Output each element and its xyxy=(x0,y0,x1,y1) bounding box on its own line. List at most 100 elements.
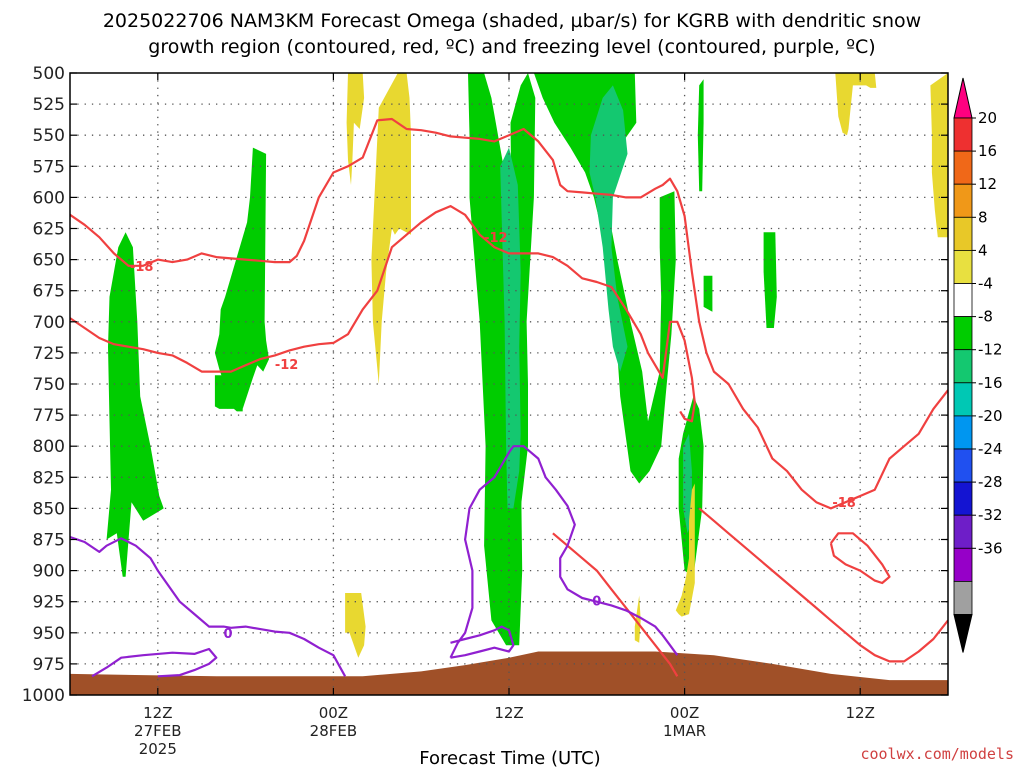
y-tick-label-5: 625 xyxy=(33,220,65,240)
colorbar-bin-7 xyxy=(953,349,973,384)
y-tick-label-6: 650 xyxy=(33,251,65,271)
omega-area-19 xyxy=(930,73,948,238)
colorbar-label-2: 12 xyxy=(978,175,997,193)
terrain-fill xyxy=(70,651,948,695)
colorbar-label-4: 4 xyxy=(978,241,988,259)
chart-title-line-2: growth region (contoured, red, ºC) and f… xyxy=(148,36,875,58)
colorbar-bin-6 xyxy=(953,316,973,351)
y-tick-label-2: 550 xyxy=(33,126,65,146)
colorbar-label-6: -8 xyxy=(978,308,993,326)
x-tick-date-0: 27FEB xyxy=(134,722,181,740)
y-tick-label-3: 575 xyxy=(33,157,65,177)
contour-label-4: 0 xyxy=(224,627,233,642)
colorbar-label-3: 8 xyxy=(978,208,988,226)
x-tick-year-0: 2025 xyxy=(139,740,177,758)
colorbar-bin-13 xyxy=(953,547,973,582)
contour-line-5 xyxy=(70,535,347,677)
axes: 500 525 550 575 600 625 650 675 700 725 750 775 800 8… xyxy=(22,64,949,758)
colorbar-bin-11 xyxy=(953,481,973,516)
y-tick-label-17: 925 xyxy=(33,593,65,613)
omega-area-13 xyxy=(346,73,365,185)
contour-label-5: 0 xyxy=(592,594,601,609)
y-tick-label-19: 975 xyxy=(33,655,65,675)
omega-area-6 xyxy=(697,79,704,192)
y-tick-label-10: 750 xyxy=(33,375,65,395)
contour-line-2 xyxy=(829,532,891,585)
colorbar-bin-10 xyxy=(953,448,973,483)
colorbar-bin-12 xyxy=(953,514,973,549)
omega-area-15 xyxy=(345,593,366,658)
y-tick-label-8: 700 xyxy=(33,313,65,333)
credit-text: coolwx.com/models xyxy=(860,745,1014,763)
omega-area-16 xyxy=(634,595,641,643)
contour-line-8 xyxy=(450,625,515,659)
y-tick-label-11: 775 xyxy=(33,406,65,426)
contour-line-3 xyxy=(552,532,679,677)
y-tick-label-16: 900 xyxy=(33,562,65,582)
omega-area-9 xyxy=(214,375,243,412)
colorbar-label-1: 16 xyxy=(978,142,997,160)
omega-area-12 xyxy=(683,433,692,534)
x-axis-label: Forecast Time (UTC) xyxy=(419,748,600,768)
omega-area-0 xyxy=(106,232,164,577)
contour-line-4 xyxy=(698,507,948,663)
contour-label-0: -18 xyxy=(130,260,154,275)
omega-area-18 xyxy=(835,73,877,136)
y-tick-label-14: 850 xyxy=(33,499,65,519)
x-tick-date-3: 1MAR xyxy=(663,722,706,740)
colorbar-label-7: -12 xyxy=(978,341,1003,359)
plot-clip-group: -18 -12 -12 -18 0 0 xyxy=(70,73,948,695)
colorbar-label-11: -28 xyxy=(978,473,1003,491)
colorbar-label-13: -36 xyxy=(978,539,1003,557)
colorbar-bin-1 xyxy=(953,150,973,185)
colorbar-label-0: 20 xyxy=(978,109,997,127)
contour-label-text-3: -18 xyxy=(832,496,856,511)
colorbar-bin-3 xyxy=(953,216,973,251)
colorbar-bin-4 xyxy=(953,249,973,284)
y-tick-label-20: 1000 xyxy=(22,686,65,706)
contour-line-6 xyxy=(91,647,218,678)
y-tick-label-0: 500 xyxy=(33,64,65,84)
omega-area-8 xyxy=(763,232,777,328)
chart-title-line-1: 2025022706 NAM3KM Forecast Omega (shaded… xyxy=(103,10,921,32)
contour-label-text-2: -12 xyxy=(484,231,508,246)
omega-area-11 xyxy=(589,85,628,372)
colorbar-bin-8 xyxy=(953,382,973,417)
colorbar-bin-14 xyxy=(953,581,973,615)
colorbar-bin-0 xyxy=(953,117,973,152)
y-tick-label-1: 525 xyxy=(33,95,65,115)
x-tick-date-1: 28FEB xyxy=(310,722,357,740)
colorbar-bin-2 xyxy=(953,183,973,218)
contour-label-text-5: 0 xyxy=(592,594,601,609)
omega-area-1 xyxy=(214,147,269,409)
x-tick-label-2: 12Z xyxy=(494,704,523,722)
omega-area-7 xyxy=(703,275,713,312)
contour-label-text-0: -18 xyxy=(130,260,154,275)
x-tick-label-0: 12Z xyxy=(143,704,172,722)
colorbar-bin-5 xyxy=(953,283,973,317)
y-tick-label-4: 600 xyxy=(33,188,65,208)
colorbar: 20 16 12 8 4 -4 -8 -12 -16 -20 -24 -28 -32 -36 xyxy=(953,77,1003,653)
y-tick-label-18: 950 xyxy=(33,624,65,644)
y-tick-label-15: 875 xyxy=(33,531,65,551)
colorbar-label-8: -16 xyxy=(978,374,1003,392)
omega-area-10 xyxy=(500,147,521,509)
x-tick-label-3: 00Z xyxy=(670,704,699,722)
contour-label-text-1: -12 xyxy=(275,358,299,373)
contour-line-7 xyxy=(449,445,679,659)
colorbar-label-10: -24 xyxy=(978,440,1003,458)
contour-label-text-4: 0 xyxy=(224,627,233,642)
contour-line-0 xyxy=(70,205,696,423)
contour-label-2: -12 xyxy=(484,231,508,246)
y-tick-label-7: 675 xyxy=(33,282,65,302)
y-tick-label-13: 825 xyxy=(33,468,65,488)
x-tick-label-1: 00Z xyxy=(319,704,348,722)
colorbar-bottom-arrow xyxy=(953,614,973,653)
colorbar-label-9: -20 xyxy=(978,407,1003,425)
colorbar-label-5: -4 xyxy=(978,275,993,293)
x-tick-label-4: 12Z xyxy=(846,704,875,722)
plot-area: -18 -12 -12 -18 0 0 xyxy=(70,73,948,695)
omega-area-4 xyxy=(533,73,676,484)
colorbar-bin-9 xyxy=(953,415,973,450)
